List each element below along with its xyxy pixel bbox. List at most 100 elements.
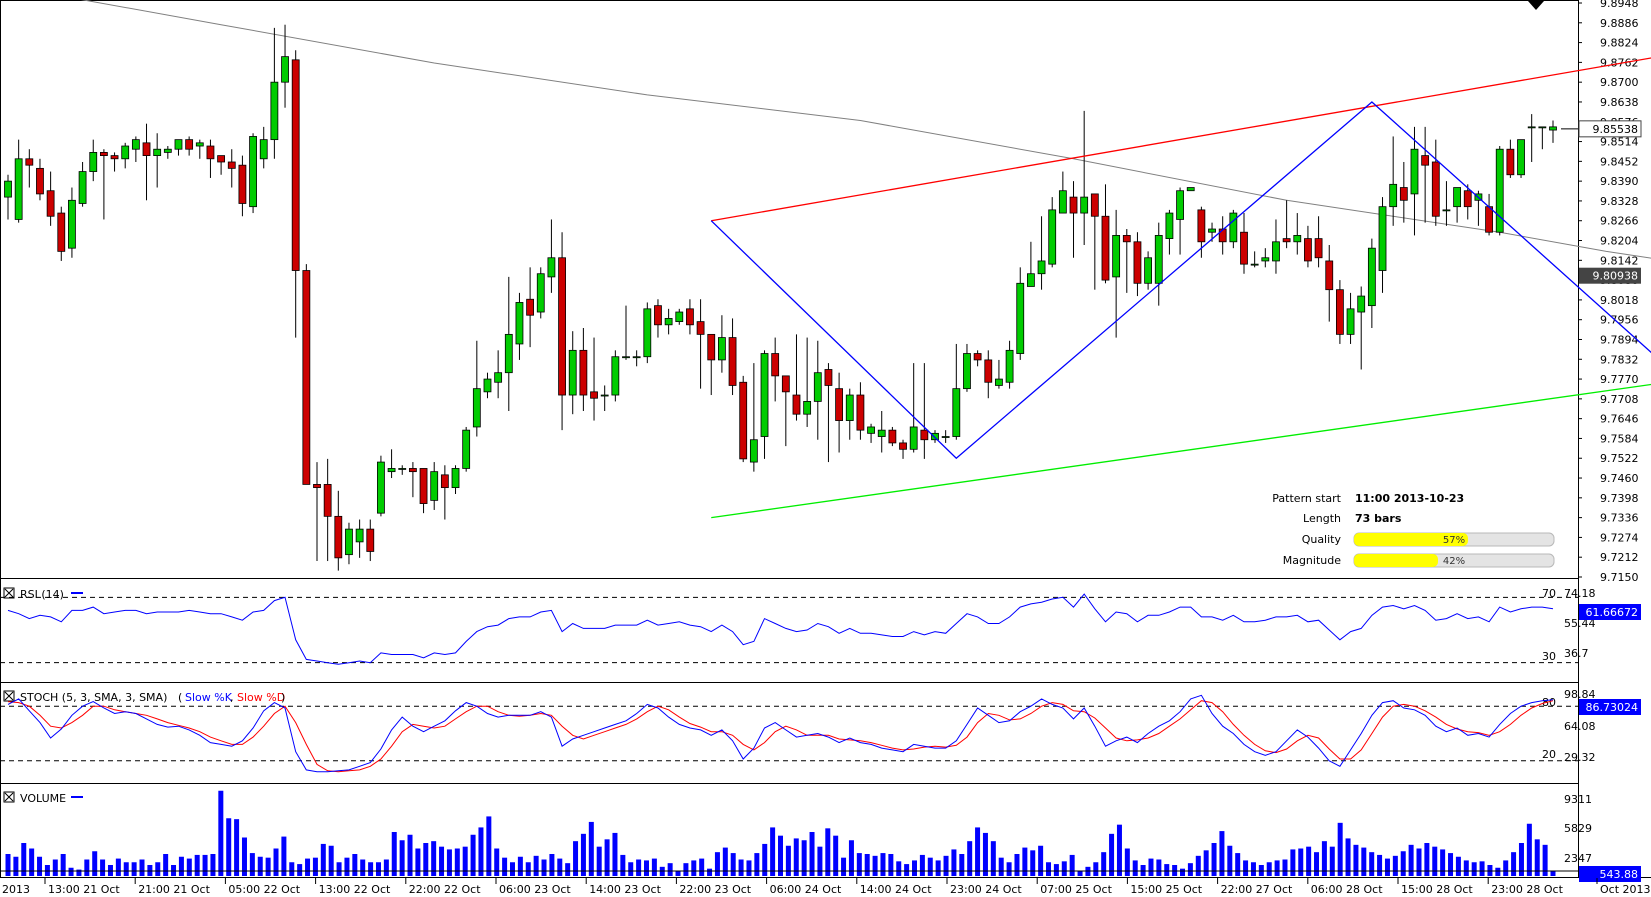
volume-bar <box>573 841 579 876</box>
volume-bar <box>588 821 594 876</box>
candle <box>803 337 812 427</box>
candle <box>430 462 439 510</box>
bear-candle-body <box>973 353 982 361</box>
volume-bar <box>1132 860 1138 876</box>
volume-bar <box>312 857 318 876</box>
pattern-start-label: Pattern start <box>1272 492 1341 505</box>
volume-tick: 9311 <box>1564 793 1592 806</box>
candle <box>1112 209 1121 338</box>
candle <box>281 24 289 108</box>
bear-candle-body <box>440 474 449 489</box>
volume-bar <box>1455 856 1461 876</box>
bull-candle-body <box>387 468 396 473</box>
time-tick-label: 23:00 28 Oct <box>1491 883 1563 896</box>
candle <box>1410 126 1419 236</box>
volume-bar <box>557 858 563 876</box>
bull-candle-body <box>1058 190 1067 214</box>
price-tick-label: 9.8514 <box>1600 136 1639 149</box>
candle <box>1005 340 1014 389</box>
volume-bar <box>281 836 287 876</box>
bear-candle-body <box>217 155 226 163</box>
volume-bar <box>1550 871 1556 876</box>
price-tick-label: 9.8204 <box>1600 235 1639 248</box>
candle <box>14 139 23 223</box>
bear-candle-body <box>313 484 321 489</box>
candle <box>89 139 98 182</box>
bear-candle-body <box>686 308 694 326</box>
bull-candle-body <box>845 394 854 421</box>
price-tick-label: 9.7460 <box>1600 472 1639 485</box>
rsi-tick: 36.7 <box>1564 647 1589 660</box>
volume-bar <box>817 846 823 876</box>
candle <box>259 126 268 169</box>
volume-bar <box>888 854 894 876</box>
bull-candle-body <box>952 388 961 437</box>
candle <box>515 292 524 360</box>
candle <box>1517 139 1525 178</box>
stoch-value-tag: 86.73024 <box>1579 699 1641 715</box>
candle <box>142 123 151 201</box>
candle <box>824 363 833 463</box>
volume-bar <box>1140 865 1146 876</box>
candle <box>643 302 652 364</box>
volume-close-icon[interactable] <box>3 791 15 803</box>
volume-bar <box>399 840 405 876</box>
bear-candle-body <box>142 142 151 156</box>
volume-bar <box>115 858 121 876</box>
volume-bar <box>123 862 129 876</box>
candle <box>1176 187 1184 255</box>
candle <box>68 187 76 258</box>
bull-candle-body <box>355 528 364 543</box>
bull-candle-body <box>1442 209 1451 212</box>
volume-bar <box>754 853 760 876</box>
volume-bar <box>1282 859 1288 876</box>
last-price-label: 9.85538 <box>1593 123 1639 136</box>
volume-bar <box>1518 843 1524 876</box>
candle <box>1037 216 1046 290</box>
volume-bar <box>1109 833 1115 876</box>
bull-candle-body <box>1165 212 1174 240</box>
volume-bar <box>1250 862 1256 876</box>
volume-bar <box>912 860 918 876</box>
bear-candle-body <box>1463 190 1472 208</box>
volume-bar <box>21 843 27 876</box>
volume-current: 543.88 <box>1600 868 1639 881</box>
volume-bar <box>1211 843 1217 876</box>
bear-candle-body <box>1122 235 1131 243</box>
volume-bar <box>368 862 374 876</box>
candle <box>99 149 108 220</box>
volume-bar <box>1298 848 1304 876</box>
volume-bar <box>249 853 255 876</box>
candle <box>835 372 844 453</box>
candle <box>1453 187 1462 223</box>
rsi-close-icon[interactable] <box>3 587 15 599</box>
bear-candle-body <box>1069 196 1078 214</box>
candle <box>1272 219 1280 274</box>
bull-candle-body <box>1250 263 1259 266</box>
volume-bar <box>770 827 776 876</box>
candle <box>1218 216 1227 255</box>
volume-bar <box>596 846 602 876</box>
volume-bar <box>707 868 713 876</box>
bear-candle-body <box>558 257 566 396</box>
time-tick-label: 06:00 24 Oct <box>770 883 842 896</box>
candle <box>1282 200 1291 249</box>
rsi-value-tag: 61.66672 <box>1579 604 1641 620</box>
price-tick-label: 9.7832 <box>1600 353 1639 366</box>
price-tick-label: 9.8824 <box>1600 37 1639 50</box>
volume-bar <box>517 856 523 876</box>
stoch-title: STOCH (5, 3, SMA, 3, SMA) <box>20 691 167 704</box>
stoch-close-icon[interactable] <box>3 690 15 702</box>
candle <box>1463 184 1472 220</box>
price-tick-label: 9.7274 <box>1600 531 1639 544</box>
pattern-zigzag <box>710 101 1651 460</box>
bear-candle-body <box>1325 260 1334 291</box>
volume-bar <box>1377 854 1383 876</box>
volume-bar <box>927 857 933 876</box>
candle <box>1240 213 1248 274</box>
volume-bar <box>620 854 626 876</box>
resistance-line <box>711 57 1651 222</box>
volume-bar <box>1243 860 1249 876</box>
volume-bar <box>1101 852 1107 876</box>
